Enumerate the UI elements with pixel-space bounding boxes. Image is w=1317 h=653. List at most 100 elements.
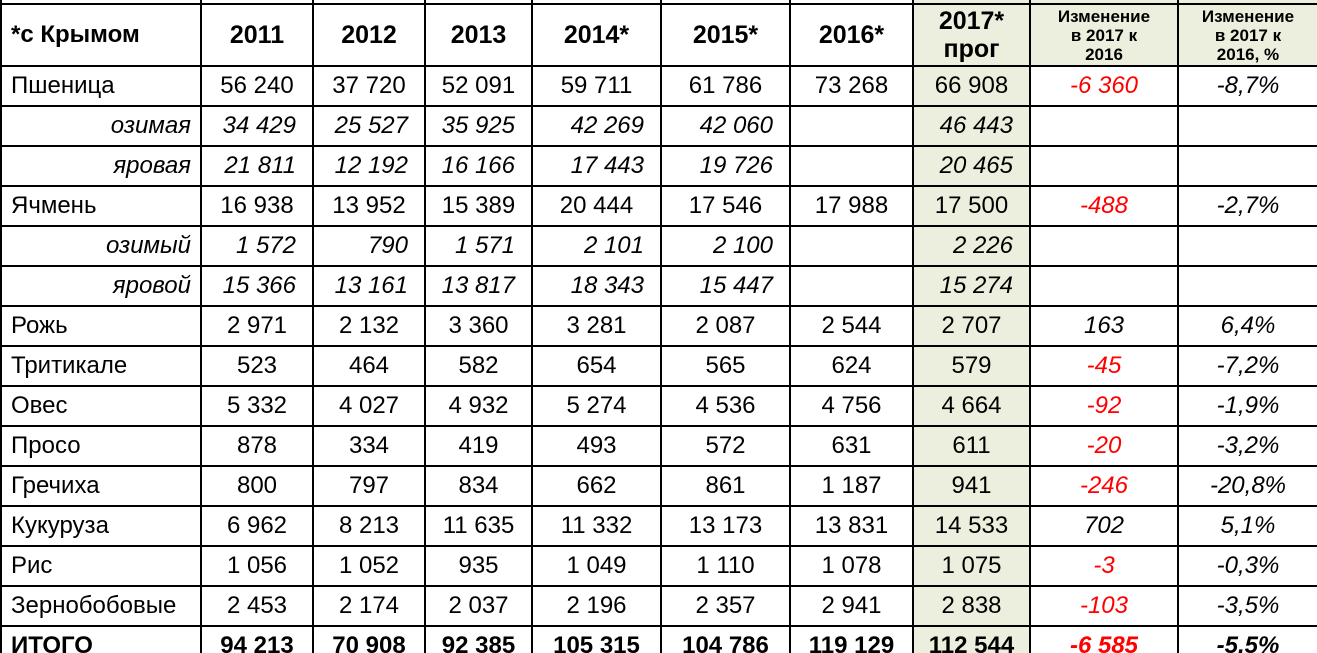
value-2012: 37 720 <box>312 65 426 107</box>
value-2012: 334 <box>312 425 426 467</box>
column-header-2017-forecast: 2017* прог <box>912 3 1031 67</box>
value-2012: 4 027 <box>312 385 426 427</box>
value-2014: 2 101 <box>531 225 662 267</box>
value-2014: 59 711 <box>531 65 662 107</box>
change-value: -3 <box>1029 545 1179 587</box>
value-2015: 2 357 <box>660 585 791 627</box>
value-2016: 73 268 <box>789 65 914 107</box>
sliver-cell <box>531 0 662 5</box>
value-2014: 662 <box>531 465 662 507</box>
value-2011: 800 <box>200 465 314 507</box>
sliver-cell <box>660 0 791 5</box>
table-row: яровая 21 811 12 192 16 166 17 443 19 726 20 4… <box>0 145 1317 187</box>
value-2013: 3 360 <box>424 305 533 347</box>
sliver-cell <box>200 0 314 5</box>
value-2013: 2 037 <box>424 585 533 627</box>
change-percent-value: 6,4% <box>1177 305 1317 347</box>
column-header-2012: 2012 <box>312 3 426 67</box>
value-2012: 70 908 <box>312 625 426 653</box>
column-header-2016: 2016* <box>789 3 914 67</box>
row-label: Тритикале <box>0 345 202 387</box>
value-2011: 2 971 <box>200 305 314 347</box>
value-2016: 17 988 <box>789 185 914 227</box>
value-2014: 42 269 <box>531 105 662 147</box>
change-value <box>1029 265 1179 307</box>
row-label: Рис <box>0 545 202 587</box>
row-label: Пшеница <box>0 65 202 107</box>
value-2011: 21 811 <box>200 145 314 187</box>
corner-header: *с Крымом <box>0 3 202 67</box>
value-2012: 790 <box>312 225 426 267</box>
table-row: Ячмень 16 938 13 952 15 389 20 444 17 546 17 9… <box>0 185 1317 227</box>
value-2016: 1 078 <box>789 545 914 587</box>
value-2011: 6 962 <box>200 505 314 547</box>
column-header-2011: 2011 <box>200 3 314 67</box>
value-2011: 2 453 <box>200 585 314 627</box>
value-2015: 861 <box>660 465 791 507</box>
value-2017-forecast: 112 544 <box>912 625 1031 653</box>
change-value: 702 <box>1029 505 1179 547</box>
value-2014: 11 332 <box>531 505 662 547</box>
value-2014: 5 274 <box>531 385 662 427</box>
value-2011: 16 938 <box>200 185 314 227</box>
table-row: яровой 15 366 13 161 13 817 18 343 15 447 15 2… <box>0 265 1317 307</box>
value-2013: 582 <box>424 345 533 387</box>
value-2014: 1 049 <box>531 545 662 587</box>
value-2014: 20 444 <box>531 185 662 227</box>
value-2017-forecast: 1 075 <box>912 545 1031 587</box>
value-2015: 2 087 <box>660 305 791 347</box>
table-row: Просо 878 334 419 493 572 631 611 -20 -3,2% <box>0 425 1317 467</box>
value-2012: 2 132 <box>312 305 426 347</box>
sliver-cell <box>912 0 1031 5</box>
sliver-cell <box>424 0 533 5</box>
change-percent-value: 5,1% <box>1177 505 1317 547</box>
column-header-2013: 2013 <box>424 3 533 67</box>
change-value: -488 <box>1029 185 1179 227</box>
value-2013: 834 <box>424 465 533 507</box>
value-2016: 4 756 <box>789 385 914 427</box>
value-2015: 19 726 <box>660 145 791 187</box>
table-body: Пшеница 56 240 37 720 52 091 59 711 61 786 73 … <box>0 65 1317 653</box>
value-2013: 13 817 <box>424 265 533 307</box>
value-2015: 572 <box>660 425 791 467</box>
value-2017-forecast: 15 274 <box>912 265 1031 307</box>
change-percent-value: -2,7% <box>1177 185 1317 227</box>
value-2011: 1 572 <box>200 225 314 267</box>
row-label: Кукуруза <box>0 505 202 547</box>
change-header-line2: в 2017 к <box>1070 25 1138 45</box>
column-header-change-percent: Изменение в 2017 к 2016, % <box>1177 3 1317 67</box>
value-2014: 105 315 <box>531 625 662 653</box>
value-2015: 13 173 <box>660 505 791 547</box>
value-2017-forecast: 17 500 <box>912 185 1031 227</box>
value-2015: 17 546 <box>660 185 791 227</box>
value-2016 <box>789 105 914 147</box>
value-2014: 18 343 <box>531 265 662 307</box>
value-2013: 35 925 <box>424 105 533 147</box>
row-label: Гречиха <box>0 465 202 507</box>
value-2015: 1 110 <box>660 545 791 587</box>
value-2011: 878 <box>200 425 314 467</box>
change-pct-header-line1: Изменение <box>1201 6 1295 26</box>
change-value <box>1029 105 1179 147</box>
value-2017-forecast: 579 <box>912 345 1031 387</box>
value-2016: 624 <box>789 345 914 387</box>
table-row: Пшеница 56 240 37 720 52 091 59 711 61 786 73 … <box>0 65 1317 107</box>
value-2015: 2 100 <box>660 225 791 267</box>
value-2017-forecast: 46 443 <box>912 105 1031 147</box>
value-2012: 797 <box>312 465 426 507</box>
value-2017-forecast: 4 664 <box>912 385 1031 427</box>
value-2014: 2 196 <box>531 585 662 627</box>
value-2017-forecast: 14 533 <box>912 505 1031 547</box>
value-2015: 61 786 <box>660 65 791 107</box>
table-row: Рис 1 056 1 052 935 1 049 1 110 1 078 1 075 -3 -0… <box>0 545 1317 587</box>
change-percent-value: -3,2% <box>1177 425 1317 467</box>
change-value: -103 <box>1029 585 1179 627</box>
value-2017-forecast: 941 <box>912 465 1031 507</box>
change-value <box>1029 145 1179 187</box>
value-2014: 17 443 <box>531 145 662 187</box>
value-2013: 92 385 <box>424 625 533 653</box>
change-value <box>1029 225 1179 267</box>
value-2012: 8 213 <box>312 505 426 547</box>
value-2017-forecast: 20 465 <box>912 145 1031 187</box>
